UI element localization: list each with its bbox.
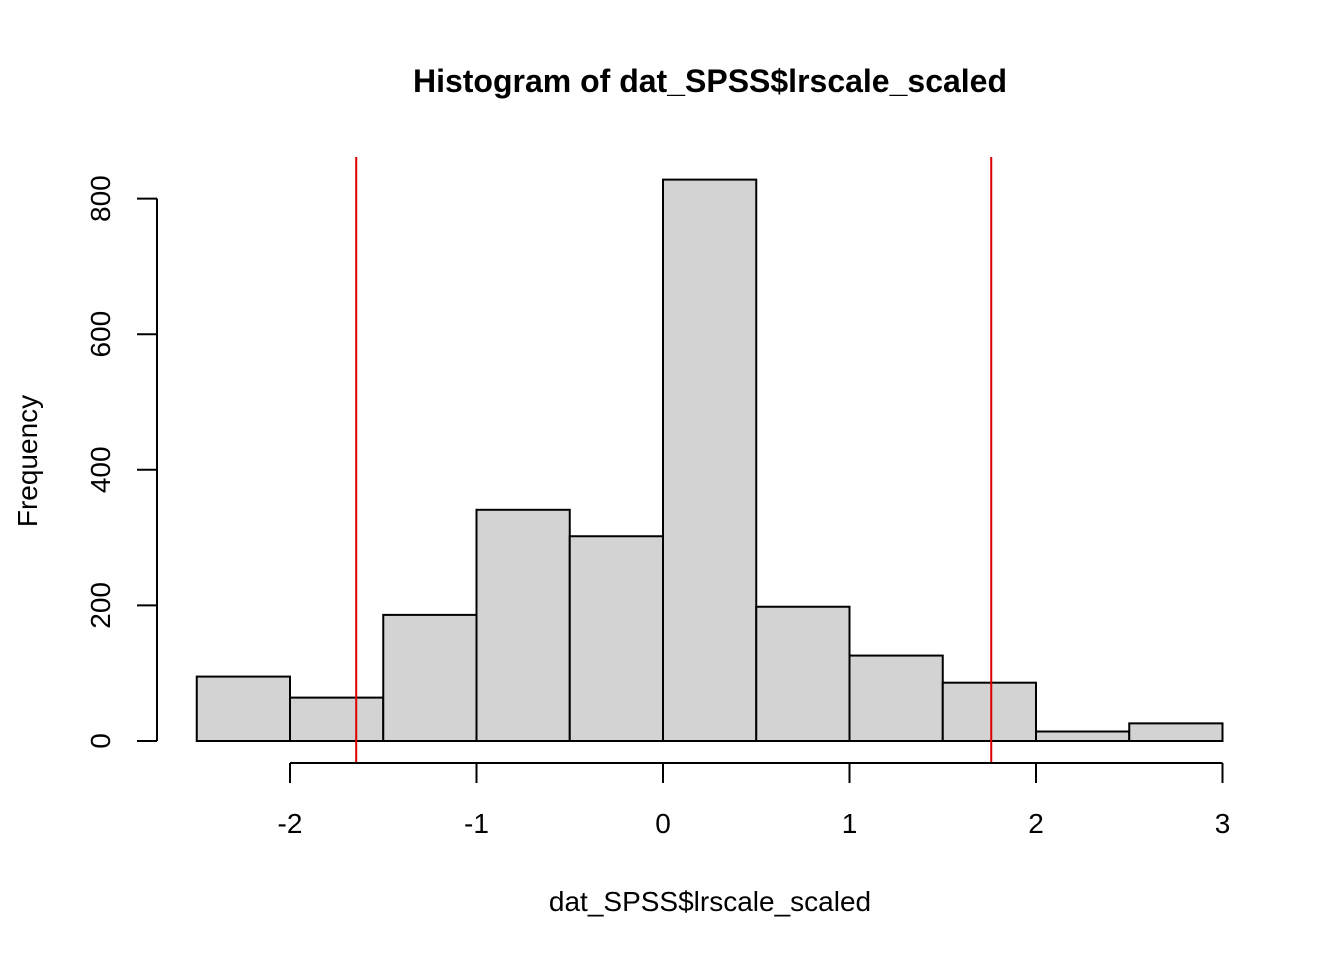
histogram-bar bbox=[382, 613, 478, 743]
x-tick-label: 0 bbox=[655, 808, 671, 839]
histogram-bar bbox=[662, 178, 758, 742]
x-tick-label: -1 bbox=[464, 808, 489, 839]
y-axis: 0 200 400 600 800 bbox=[85, 175, 158, 749]
x-tick-label: 2 bbox=[1028, 808, 1044, 839]
y-tick-label: 200 bbox=[85, 582, 116, 629]
histogram-bar bbox=[289, 696, 385, 742]
y-tick-label: 600 bbox=[85, 311, 116, 358]
x-axis-label: dat_SPSS$lrscale_scaled bbox=[549, 886, 871, 917]
y-tick-label: 400 bbox=[85, 446, 116, 493]
histogram-bar bbox=[755, 605, 851, 742]
x-tick-label: 1 bbox=[842, 808, 858, 839]
y-tick-label: 800 bbox=[85, 175, 116, 222]
reference-lines-group bbox=[355, 157, 993, 763]
x-tick-label: -2 bbox=[278, 808, 303, 839]
histogram-bar bbox=[848, 654, 944, 743]
histogram-bar bbox=[941, 681, 1037, 743]
y-tick-label: 0 bbox=[85, 733, 116, 749]
histogram-bar bbox=[475, 508, 571, 742]
histogram-bar bbox=[195, 675, 291, 743]
y-axis-label: Frequency bbox=[12, 395, 43, 527]
bars-group bbox=[195, 178, 1224, 743]
x-tick-label: 3 bbox=[1215, 808, 1231, 839]
histogram-bar bbox=[1128, 722, 1224, 743]
histogram-bar bbox=[1035, 730, 1131, 742]
chart-title: Histogram of dat_SPSS$lrscale_scaled bbox=[413, 63, 1007, 99]
histogram-bar bbox=[568, 535, 664, 743]
x-axis: -2 -1 0 1 2 3 bbox=[278, 762, 1231, 839]
